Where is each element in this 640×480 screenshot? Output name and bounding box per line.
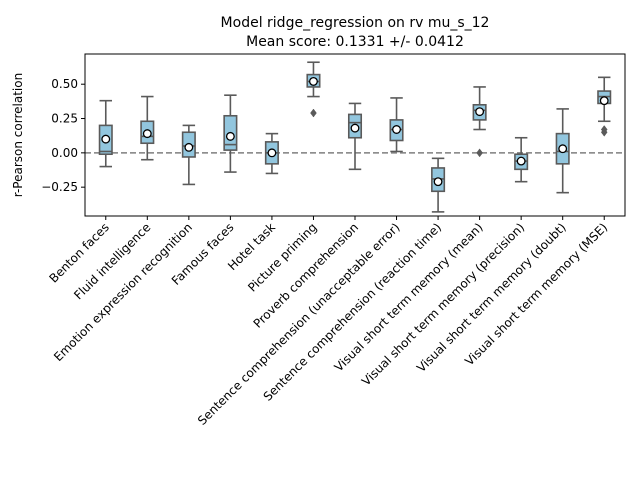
x-tick-label: Fluid intelligence (71, 220, 153, 302)
mean-marker (101, 134, 111, 144)
y-tick-label: 0.00 (51, 146, 78, 160)
mean-marker (475, 107, 485, 117)
chart-subtitle: Mean score: 0.1331 +/- 0.0412 (246, 34, 464, 50)
y-axis-label: r-Pearson correlation (11, 73, 25, 197)
box-group (140, 95, 155, 161)
x-tick-label: Visual short term memory (mean) (332, 220, 486, 374)
mean-marker (142, 129, 152, 139)
box-group (472, 86, 487, 158)
y-tick-label: 0.50 (51, 77, 78, 91)
outlier-marker (310, 108, 317, 118)
mean-marker (516, 156, 526, 166)
box-group (347, 102, 363, 171)
outlier-marker (600, 125, 608, 134)
box-group (389, 97, 404, 153)
mean-marker (225, 131, 235, 141)
y-tick-label: −0.25 (41, 180, 78, 194)
box-group (306, 61, 321, 118)
plot-frame (84, 53, 626, 217)
x-tick-label: Visual short term memory (doubt) (414, 220, 569, 375)
y-tick-label: 0.25 (51, 112, 78, 126)
mean-marker (392, 125, 401, 134)
mean-marker (184, 142, 194, 152)
chart-title: Model ridge_regression on rv mu_s_12 (221, 15, 490, 31)
mean-marker (599, 96, 609, 106)
box-group (264, 132, 279, 175)
mean-marker (433, 177, 443, 187)
outlier-marker (476, 148, 483, 158)
box-group (514, 136, 529, 183)
box-group (597, 76, 612, 137)
box-group (555, 108, 570, 194)
mean-marker (350, 123, 360, 133)
box-group (98, 99, 113, 168)
box-group (181, 124, 196, 186)
mean-marker (558, 144, 568, 154)
mean-marker (309, 77, 318, 86)
box-group (223, 94, 238, 173)
mean-marker (267, 148, 277, 158)
box-group (431, 157, 446, 213)
